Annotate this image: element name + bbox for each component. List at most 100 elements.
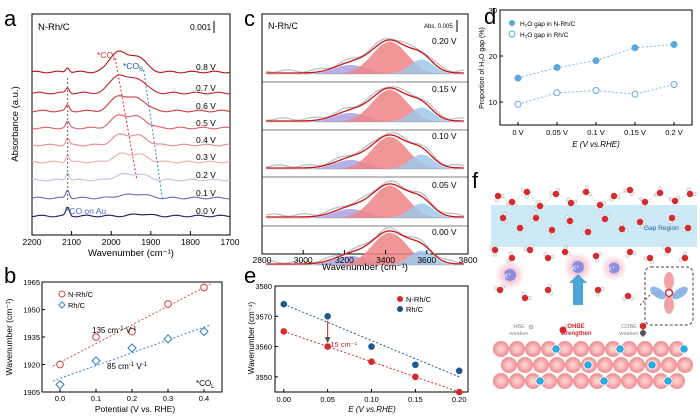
legend-marker-rhc-gap: [508, 30, 516, 38]
panel-c-xlabel: Wavenumber (cm⁻¹): [322, 262, 408, 273]
point-nrhc: [670, 41, 678, 48]
panel-letter-f: f: [472, 168, 479, 193]
hydrogen-atom: [643, 256, 648, 261]
oxygen-atom: [681, 254, 689, 262]
y-tick-label: 1935: [23, 333, 40, 342]
spectrum-0p8V: [31, 50, 231, 74]
point-N-Rh/C: [164, 300, 172, 308]
panel-d-xlabel: E (V vs.RHE): [572, 140, 620, 149]
hydrogen-atom: [534, 206, 539, 211]
fit-line: [52, 283, 212, 367]
surface-atom: [661, 357, 677, 373]
spectrum-label: 0.10 V: [432, 131, 457, 141]
water-molecule: [622, 292, 634, 301]
co-oxygen: [639, 322, 647, 330]
potential-label: 0.5 V: [196, 118, 216, 128]
panel-c-scale-label: Abs. 0.005: [424, 24, 453, 30]
surface-atom: [605, 341, 621, 357]
cation-1: K+: [495, 260, 525, 290]
spectrum-0p6V: [31, 95, 231, 113]
x-tick-label: 1900: [141, 237, 160, 247]
y-tick-label: 1950: [23, 306, 40, 315]
surface-atom: [637, 341, 653, 357]
potential-label: 0.0 V: [196, 206, 216, 216]
hydrogen-bond: [662, 192, 673, 202]
panel-e-frame: [274, 285, 469, 393]
water-molecule: [516, 224, 527, 235]
water-molecule: [618, 222, 629, 233]
cobe-effect: weaken: [619, 331, 639, 337]
dopant-atom: [615, 344, 625, 354]
y-tick-label: 3570: [255, 312, 272, 321]
legend-label-e-nrhc: N-Rh/C: [406, 295, 432, 304]
cation-sphere: [504, 269, 516, 281]
component-purple: [282, 65, 458, 74]
panel-b-slope-1: 135 cm-1 V-1: [92, 326, 137, 335]
point-rhc: [631, 90, 639, 98]
point-rhc: [324, 312, 331, 320]
panel-c-sample-label: N-Rh/C: [268, 21, 299, 31]
hydrogen-bond: [573, 191, 584, 204]
surface-atom: [653, 373, 669, 389]
water-molecule: [530, 214, 542, 223]
panel-d-ylabel: Proportion of H₂O gap (%): [479, 27, 486, 109]
y-tick-label: 3580: [255, 282, 272, 291]
hydrogen-bond: [500, 195, 510, 203]
x-tick-label: 3000: [294, 255, 313, 265]
point-Rh/C: [163, 334, 173, 344]
spectrum-0p1V: [31, 189, 231, 200]
spectrum-label: 0.20 V: [432, 36, 457, 46]
panel-letter-d: d: [484, 4, 496, 29]
water-molecule: [543, 252, 555, 262]
oxygen-atom: [626, 248, 634, 256]
point-nrhc: [324, 343, 331, 350]
hydrogen-atom: [492, 252, 497, 257]
hydrogen-atom: [692, 191, 697, 196]
cation-3: K+: [601, 255, 627, 281]
water-molecule: [582, 185, 592, 197]
y-tick-label: 1905: [23, 388, 40, 397]
oh-adsorbate: [559, 326, 567, 334]
x-tick-label: 0.15: [408, 395, 423, 404]
cation-label: K+: [572, 264, 579, 272]
spectrum-0p2V: [31, 172, 231, 182]
hydrogen-atom: [549, 291, 554, 296]
dopant-atom: [663, 376, 673, 386]
component-blue: [282, 154, 458, 169]
x-tick-label: 3400: [376, 255, 395, 265]
oxygen-atom: [641, 198, 649, 206]
hydrogen-bond: [616, 189, 628, 197]
point-nrhc: [368, 358, 375, 366]
legend-marker-nrhc-gap: [509, 20, 515, 26]
surface-atom: [493, 341, 509, 357]
hydrogen-atom: [527, 296, 532, 301]
surface-atom: [621, 373, 637, 389]
x-tick-label: 3800: [459, 255, 478, 265]
surface-atom: [653, 341, 669, 357]
hydrogen-bond: [647, 192, 658, 203]
hydrogen-atom: [619, 222, 624, 227]
x-tick-label: 3600: [417, 255, 436, 265]
oxygen-atom: [594, 286, 602, 294]
hydrogen-atom: [622, 296, 627, 301]
panel-b-legend: N-Rh/C Rh/C: [58, 290, 94, 310]
spectrum-0p10V: 0.10 V: [266, 131, 465, 170]
point-nrhc: [412, 373, 419, 381]
oxygen-atom: [552, 190, 560, 198]
cation-label: K+: [608, 265, 615, 273]
dopant-atom: [583, 360, 593, 370]
oxygen-atom: [656, 189, 664, 197]
hydrogen-bond: [588, 191, 598, 206]
surface-atom: [589, 373, 605, 389]
panel-a-xlabel: Wavenumber (cm⁻¹): [88, 248, 174, 259]
surface-atom: [629, 357, 645, 373]
hydrogen-atom: [641, 216, 646, 221]
hydrogen-atom: [662, 245, 667, 250]
spectrum-label: 0.05 V: [432, 180, 457, 190]
x-tick-label: 0.05: [320, 395, 335, 404]
annot-co-b: *COB: [123, 61, 143, 73]
panel-a-x-axis: 2200 2100 2000 1900 1800 1700: [23, 231, 240, 247]
oxygen-atom: [618, 225, 626, 233]
oxygen-atom: [536, 202, 544, 210]
panel-e-plot: 0.00 0.05 0.10 0.15 0.20 3550 3560 3570 3580: [255, 282, 466, 404]
